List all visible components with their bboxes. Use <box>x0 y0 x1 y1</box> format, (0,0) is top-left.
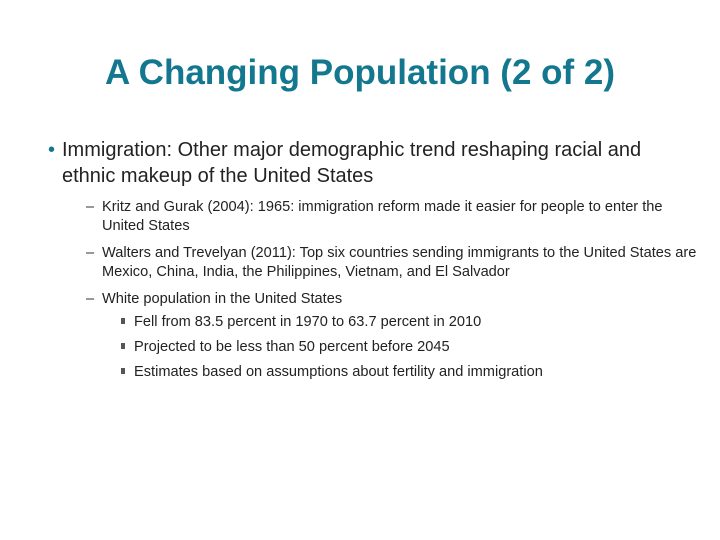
sub-sub-bullet-estimates: Estimates based on assumptions about fer… <box>121 363 698 382</box>
sub-sub-bullet-text: Fell from 83.5 percent in 1970 to 63.7 p… <box>134 314 482 330</box>
bullet-marker: • <box>48 139 56 161</box>
sub-bullet-walters-trevelyan: – Walters and Trevelyan (2011): Top six … <box>86 244 698 282</box>
sub-sub-bullet-fell: Fell from 83.5 percent in 1970 to 63.7 p… <box>121 313 698 332</box>
square-bullet-icon <box>121 343 125 349</box>
dash-marker: – <box>86 199 95 215</box>
sub-sub-bullet-text: Projected to be less than 50 percent bef… <box>134 339 450 355</box>
sub-bullet-white-population: – White population in the United States <box>86 290 698 309</box>
sub-bullet-text: Walters and Trevelyan (2011): Top six co… <box>102 245 697 280</box>
square-bullet-icon <box>121 318 125 324</box>
dash-marker: – <box>86 245 95 261</box>
sub-bullet-text: White population in the United States <box>102 291 343 307</box>
bullet-text: Immigration: Other major demographic tre… <box>62 139 642 187</box>
bullet-immigration: • Immigration: Other major demographic t… <box>48 137 698 189</box>
sub-bullet-text: Kritz and Gurak (2004): 1965: immigratio… <box>102 199 663 234</box>
sub-bullet-list: – Kritz and Gurak (2004): 1965: immigrat… <box>86 198 698 309</box>
sub-sub-bullet-projected: Projected to be less than 50 percent bef… <box>121 338 698 357</box>
square-bullet-icon <box>121 368 125 374</box>
sub-sub-bullet-list: Fell from 83.5 percent in 1970 to 63.7 p… <box>121 313 698 382</box>
dash-marker: – <box>86 291 95 307</box>
sub-sub-bullet-text: Estimates based on assumptions about fer… <box>134 364 543 380</box>
sub-bullet-kritz-gurak: – Kritz and Gurak (2004): 1965: immigrat… <box>86 198 698 236</box>
slide-title: A Changing Population (2 of 2) <box>104 53 616 92</box>
slide-body: • Immigration: Other major demographic t… <box>48 137 698 388</box>
